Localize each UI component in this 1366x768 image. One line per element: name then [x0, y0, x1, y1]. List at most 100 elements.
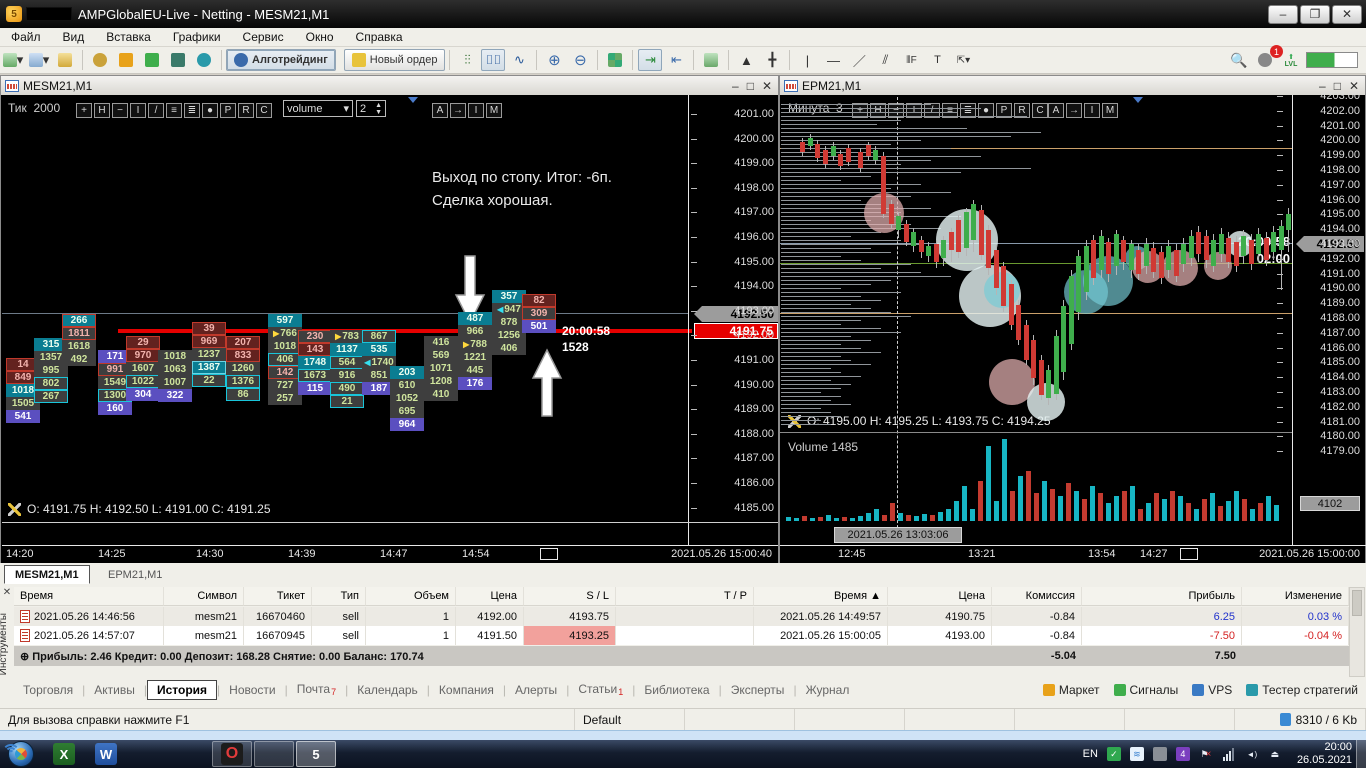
messenger-icon[interactable]: 4 [1175, 747, 1190, 761]
symbols-button[interactable] [53, 49, 77, 71]
text-label-button[interactable]: T [934, 54, 941, 66]
tab-Эксперты[interactable]: Эксперты [722, 681, 794, 699]
instruments-sidebar[interactable]: ✕ Инструменты [0, 587, 14, 687]
tab-Активы[interactable]: Активы [85, 681, 144, 699]
vps-icon[interactable] [166, 49, 190, 71]
cluster-mode-button-→[interactable]: → [450, 103, 466, 118]
chart-maximize-button[interactable]: □ [746, 79, 754, 93]
menu-item-Вид[interactable]: Вид [62, 30, 85, 44]
cluster-button-H[interactable]: H [870, 103, 886, 118]
zoom-in-button[interactable]: ⊕ [548, 52, 561, 69]
cluster-button-●[interactable]: ● [202, 103, 218, 118]
chart-maximize-button[interactable]: □ [1333, 79, 1341, 93]
close-panel-icon[interactable]: ✕ [2, 587, 12, 598]
language-indicator[interactable]: EN [1082, 748, 1098, 760]
status-profile[interactable]: Default [575, 708, 685, 731]
resistance-line[interactable] [780, 148, 1292, 149]
support-line[interactable] [780, 313, 1292, 314]
tab-Алерты[interactable]: Алерты [506, 681, 566, 699]
app-maximize-button[interactable]: ❐ [1300, 4, 1330, 24]
down-arrow-annotation[interactable] [454, 255, 486, 325]
cluster-button-≣[interactable]: ≣ [960, 103, 976, 118]
chart-close-button[interactable]: ✕ [761, 79, 772, 93]
cluster-button-H[interactable]: H [94, 103, 110, 118]
chart-minimize-button[interactable]: – [732, 79, 739, 93]
doc-tab-MESM21,M1[interactable]: MESM21,M1 [4, 565, 90, 584]
up-arrow-annotation[interactable] [531, 348, 563, 418]
tab-Библиотека[interactable]: Библиотека [635, 681, 718, 699]
tile-windows-button[interactable] [603, 49, 627, 71]
tab-История[interactable]: История [146, 679, 218, 700]
lvl-indicator-icon[interactable]: ⬆ LVL [1284, 53, 1298, 68]
chart-shift-button[interactable]: ⇤ [670, 52, 682, 67]
history-center-icon[interactable] [88, 49, 112, 71]
chart-shift-marker[interactable] [1180, 548, 1198, 560]
candles-chart-button[interactable]: ⌷⌷ [481, 49, 506, 71]
notifications-icon[interactable]: 1 [1253, 45, 1283, 71]
vps-link[interactable]: VPS [1192, 683, 1232, 697]
doc-tab-EPM21,M1[interactable]: EPM21,M1 [108, 568, 163, 581]
taskbar-clock[interactable]: 20:00 26.05.2021 [1297, 741, 1352, 767]
algo-trading-button[interactable]: Алготрейдинг [226, 49, 336, 71]
cluster-button-I[interactable]: I [130, 103, 146, 118]
column-header-Объем[interactable]: Объем [366, 587, 456, 606]
equidistant-channel-button[interactable]: ⫽ [882, 52, 889, 67]
column-header-Цена[interactable]: Цена [456, 587, 524, 606]
profiles-button[interactable]: ▾ [27, 49, 51, 71]
cluster-button-+[interactable]: + [76, 103, 92, 118]
volume-icon[interactable]: ◄) [1246, 749, 1258, 759]
cluster-button-−[interactable]: − [112, 103, 128, 118]
column-header-Цена[interactable]: Цена [888, 587, 992, 606]
new-order-button[interactable]: Новый ордер [343, 49, 446, 71]
cluster-button-P[interactable]: P [996, 103, 1012, 118]
new-chart-button[interactable]: ▾ [1, 49, 25, 71]
app-close-button[interactable]: ✕ [1332, 4, 1362, 24]
taskbar-word[interactable]: W [86, 741, 126, 767]
tab-Компания[interactable]: Компания [430, 681, 503, 699]
cluster-mode-button-M[interactable]: M [1102, 103, 1118, 118]
table-row[interactable]: 2021.05.26 14:57:07 mesm21 16670945 sell 1 41… [14, 626, 1349, 645]
cluster-mode-select[interactable]: volume ▾ [283, 100, 353, 117]
chart-shift-marker[interactable] [540, 548, 558, 560]
tab-Почта[interactable]: Почта 7 [288, 680, 345, 699]
auto-scroll-button[interactable]: ⇥ [638, 49, 663, 71]
cluster-button-C[interactable]: C [1032, 103, 1048, 118]
arrows-button[interactable]: ⇱▾ [956, 54, 971, 66]
column-header-Тип[interactable]: Тип [312, 587, 366, 606]
strategy-tester-link[interactable]: Тестер стратегий [1246, 683, 1358, 697]
cluster-mode-button-M[interactable]: M [486, 103, 502, 118]
menu-item-Окно[interactable]: Окно [305, 30, 334, 44]
cluster-button-R[interactable]: R [238, 103, 254, 118]
taskbar-opera[interactable]: O [212, 741, 252, 767]
taskbar-wifi-app[interactable] [2, 741, 294, 767]
vertical-line-button[interactable]: | [805, 52, 810, 68]
menu-item-Вставка[interactable]: Вставка [106, 30, 151, 44]
fibonacci-button[interactable]: ⦀F [906, 54, 917, 66]
table-scrollbar[interactable] [1349, 587, 1365, 677]
cluster-button-/[interactable]: / [148, 103, 164, 118]
chart-close-button[interactable]: ✕ [1348, 79, 1359, 93]
cluster-button-≡[interactable]: ≡ [942, 103, 958, 118]
cluster-button-≣[interactable]: ≣ [184, 103, 200, 118]
trendline-button[interactable]: ／ [852, 53, 866, 69]
cluster-button-R[interactable]: R [1014, 103, 1030, 118]
network-signal-icon[interactable] [1222, 747, 1236, 761]
zoom-out-button[interactable]: ⊖ [574, 52, 587, 69]
wifi-tray-icon[interactable]: ≋ [1129, 747, 1144, 761]
cluster-button-I[interactable]: I [906, 103, 922, 118]
taskbar-metatrader[interactable]: 5 [296, 741, 336, 767]
signals-link[interactable]: Сигналы [1113, 683, 1178, 697]
crosshair-button[interactable]: ╋ [768, 52, 777, 67]
bars-chart-button[interactable]: ⫶⫶ [464, 52, 471, 67]
search-icon[interactable]: 🔍 [1230, 51, 1248, 68]
antivirus-shield-icon[interactable]: ✓ [1106, 747, 1121, 761]
show-desktop-button[interactable] [1356, 740, 1366, 768]
horizontal-line-button[interactable]: — [826, 52, 840, 68]
cluster-button-●[interactable]: ● [978, 103, 994, 118]
chart-titlebar-mesm21[interactable]: MESM21,M1 – □ ✕ [1, 76, 778, 96]
chart-tools-icon[interactable] [8, 502, 21, 516]
column-header-Символ[interactable]: Символ [164, 587, 244, 606]
menu-item-Графики[interactable]: Графики [172, 30, 221, 44]
column-header-Время[interactable]: Время [14, 587, 164, 606]
cluster-button-P[interactable]: P [220, 103, 236, 118]
